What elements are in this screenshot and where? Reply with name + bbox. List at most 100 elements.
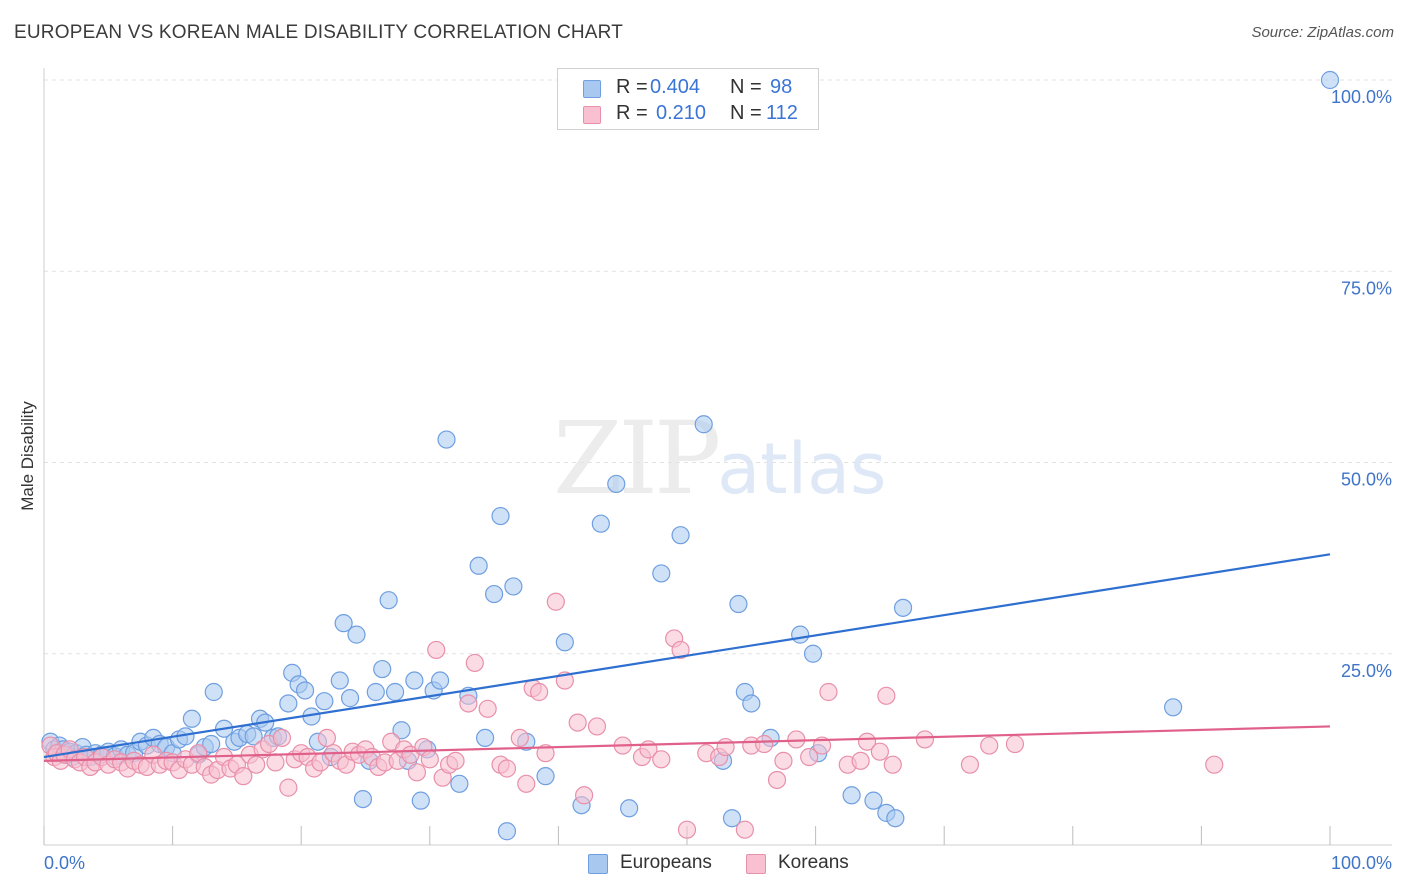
point-koreans bbox=[510, 728, 529, 748]
point-europeans bbox=[1320, 70, 1340, 90]
point-europeans bbox=[620, 799, 639, 818]
trend-line-koreans bbox=[43, 725, 1331, 762]
correlation-legend: R = 0.404 N = 98 R = 0.210 N = 112 bbox=[557, 68, 819, 130]
bottom-legend-swatch-koreans bbox=[746, 854, 766, 874]
point-koreans bbox=[536, 744, 555, 763]
point-europeans bbox=[864, 791, 883, 810]
point-koreans bbox=[774, 751, 793, 770]
point-koreans bbox=[735, 820, 754, 839]
bottom-legend-label: Koreans bbox=[778, 852, 849, 873]
watermark-atlas: atlas bbox=[717, 428, 887, 510]
point-koreans bbox=[546, 592, 565, 611]
point-europeans bbox=[591, 514, 610, 533]
point-koreans bbox=[787, 730, 806, 749]
point-koreans bbox=[247, 755, 266, 774]
legend-swatch-koreans bbox=[583, 106, 601, 124]
point-europeans bbox=[729, 594, 748, 614]
point-europeans bbox=[791, 625, 810, 644]
legend-n-label: N = bbox=[730, 76, 762, 98]
point-koreans bbox=[883, 755, 902, 774]
point-europeans bbox=[450, 774, 469, 793]
point-europeans bbox=[497, 822, 517, 841]
point-koreans bbox=[915, 730, 935, 749]
legend-n-value: 98 bbox=[770, 76, 793, 98]
legend-row-koreans: R = 0.210 N = 112 bbox=[558, 102, 818, 128]
point-koreans bbox=[671, 640, 690, 660]
point-koreans bbox=[1005, 734, 1025, 754]
point-europeans bbox=[379, 591, 398, 610]
point-europeans bbox=[742, 694, 761, 713]
point-koreans bbox=[459, 694, 478, 713]
chart-source: Source: ZipAtlas.com bbox=[1251, 24, 1394, 41]
y-tick-label: 75.0% bbox=[1341, 278, 1392, 298]
point-europeans bbox=[392, 721, 411, 740]
point-europeans bbox=[244, 727, 263, 746]
trend-line-europeans bbox=[43, 553, 1331, 759]
y-axis-label: Male Disability bbox=[18, 401, 37, 511]
point-koreans bbox=[857, 732, 877, 751]
point-europeans bbox=[202, 734, 221, 754]
point-europeans bbox=[886, 809, 905, 828]
point-koreans bbox=[716, 737, 735, 757]
point-europeans bbox=[1164, 698, 1183, 717]
point-europeans bbox=[722, 809, 742, 828]
y-tick-label: 25.0% bbox=[1341, 661, 1392, 681]
point-europeans bbox=[295, 681, 315, 700]
bottom-legend-label: Europeans bbox=[620, 852, 712, 873]
point-europeans bbox=[469, 556, 488, 575]
point-koreans bbox=[497, 759, 517, 778]
point-europeans bbox=[652, 564, 671, 583]
legend-r-label: R = bbox=[616, 102, 648, 124]
point-europeans bbox=[504, 577, 523, 596]
point-europeans bbox=[330, 671, 349, 690]
legend-r-value: 0.210 bbox=[656, 102, 707, 124]
point-europeans bbox=[475, 728, 495, 748]
point-koreans bbox=[652, 750, 671, 769]
point-koreans bbox=[266, 753, 285, 772]
point-europeans bbox=[491, 506, 510, 526]
point-koreans bbox=[478, 699, 497, 718]
legend-n-value: 112 bbox=[766, 102, 798, 124]
legend-swatch-europeans bbox=[583, 80, 601, 98]
point-koreans bbox=[407, 763, 427, 782]
point-koreans bbox=[980, 736, 999, 755]
point-koreans bbox=[517, 774, 536, 793]
chart-title: EUROPEAN VS KOREAN MALE DISABILITY CORRE… bbox=[14, 22, 624, 43]
point-europeans bbox=[607, 474, 626, 494]
y-tick-label: 50.0% bbox=[1341, 470, 1392, 490]
watermark: ZIPatlas bbox=[553, 400, 886, 517]
point-europeans bbox=[353, 789, 373, 809]
point-koreans bbox=[812, 736, 832, 755]
point-europeans bbox=[279, 694, 298, 713]
point-europeans bbox=[893, 598, 913, 617]
point-koreans bbox=[272, 728, 292, 748]
point-europeans bbox=[347, 625, 366, 644]
point-koreans bbox=[575, 786, 594, 805]
point-europeans bbox=[373, 659, 392, 679]
point-europeans bbox=[803, 644, 823, 663]
legend-row-europeans: R = 0.404 N = 98 bbox=[558, 76, 818, 102]
point-europeans bbox=[182, 709, 201, 728]
point-europeans bbox=[385, 682, 405, 702]
bottom-legend-swatch-europeans bbox=[588, 854, 608, 874]
point-koreans bbox=[317, 728, 337, 748]
point-koreans bbox=[427, 640, 446, 660]
y-tick-label: 100.0% bbox=[1331, 87, 1392, 107]
point-europeans bbox=[694, 415, 713, 434]
point-europeans bbox=[842, 786, 861, 805]
point-koreans bbox=[1205, 755, 1224, 774]
watermark-zip: ZIP bbox=[553, 400, 721, 517]
legend-r-label: R = bbox=[616, 76, 648, 98]
point-koreans bbox=[568, 713, 587, 732]
point-europeans bbox=[671, 526, 690, 545]
point-europeans bbox=[340, 689, 360, 708]
point-koreans bbox=[677, 820, 697, 839]
point-koreans bbox=[420, 750, 439, 769]
point-europeans bbox=[430, 671, 450, 690]
point-koreans bbox=[446, 751, 465, 770]
point-europeans bbox=[204, 682, 223, 702]
point-europeans bbox=[485, 584, 504, 604]
point-koreans bbox=[530, 682, 549, 702]
point-europeans bbox=[405, 671, 424, 690]
point-europeans bbox=[366, 682, 385, 702]
